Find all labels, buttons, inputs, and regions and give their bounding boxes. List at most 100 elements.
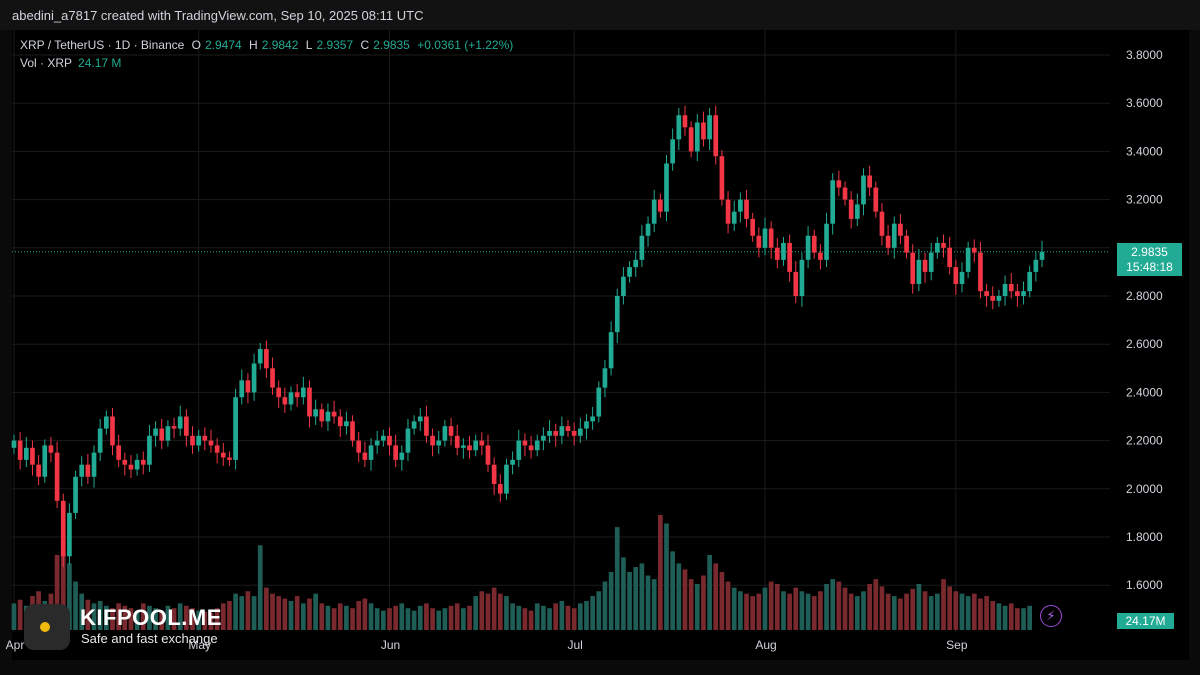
candle-body [202, 435, 208, 441]
candle-body [762, 228, 768, 248]
volume-bar [898, 598, 903, 630]
volume-bar [110, 608, 115, 630]
candle-body [676, 115, 682, 140]
volume-bar [288, 600, 294, 630]
candle-body [300, 387, 306, 398]
candle-body [491, 464, 497, 484]
volume-bar [528, 610, 534, 630]
candle-body [331, 411, 337, 417]
candle-body [682, 115, 688, 128]
y-tick-label: 3.4000 [1126, 144, 1163, 158]
volume-bar [504, 596, 509, 630]
candle-body [110, 416, 115, 446]
volume-bar [873, 579, 879, 630]
volume-bar [781, 591, 786, 630]
volume-bar [473, 596, 479, 630]
volume-bar [190, 608, 195, 630]
candle-body [17, 440, 23, 460]
volume-bar [824, 584, 829, 630]
volume-bar [854, 596, 860, 630]
candle-body [571, 430, 577, 436]
volume-bar [1002, 605, 1008, 630]
volume-bar [485, 593, 491, 630]
candle-body [602, 368, 608, 388]
volume-bar [811, 596, 817, 630]
symbol-label[interactable]: XRP / TetherUS · 1D · Binance [20, 38, 185, 52]
volume-bar [879, 586, 885, 630]
volume-bar [928, 596, 934, 630]
candle-body [307, 387, 312, 417]
brand-name: KIFPOOL.ME [80, 605, 222, 630]
volume-bar [196, 610, 202, 630]
volume-bar [381, 610, 386, 630]
volume-bar [522, 608, 528, 630]
volume-bar [239, 596, 245, 630]
volume-bar [245, 591, 251, 630]
volume-bar [313, 593, 318, 630]
candle-body [356, 440, 362, 453]
volume-bar [233, 593, 238, 630]
y-tick-label: 2.6000 [1126, 337, 1163, 351]
candle-body [233, 397, 238, 460]
volume-bar [147, 605, 152, 630]
candle-body [590, 416, 595, 422]
volume-bar [467, 605, 472, 630]
candle-body [633, 259, 639, 268]
y-tick-label: 2.2000 [1126, 434, 1163, 448]
chart-frame[interactable] [12, 30, 1189, 660]
volume-bar [424, 603, 429, 630]
candle-body [196, 435, 202, 446]
bar-countdown: 15:48:18 [1126, 260, 1173, 274]
candle-body [707, 115, 712, 140]
volume-bar [571, 608, 577, 630]
volume-label[interactable]: Vol · XRP [20, 56, 73, 70]
volume-bar [565, 605, 571, 630]
candle-body [541, 435, 546, 441]
high-label: H [249, 38, 258, 52]
candle-body [42, 445, 48, 477]
volume-bar [399, 603, 405, 630]
volume-bar [159, 610, 165, 630]
candle-body [621, 276, 626, 296]
candle-body [153, 428, 158, 436]
candle-body [891, 223, 897, 248]
candle-body [534, 440, 540, 451]
volume-bar [848, 593, 854, 630]
volume-bar [953, 591, 959, 630]
candle-body [947, 247, 953, 268]
candle-body [73, 476, 78, 513]
candle-body [97, 428, 103, 453]
candle-body [159, 428, 165, 441]
candle-body [177, 416, 183, 429]
brand-logo [24, 604, 70, 650]
volume-bar [645, 575, 651, 630]
candle-body [128, 464, 134, 470]
candle-body [381, 435, 386, 441]
candle-body [190, 435, 195, 446]
volume-bar [454, 603, 460, 630]
candle-body [454, 435, 460, 448]
candle-body [756, 235, 762, 248]
volume-bar [559, 600, 565, 630]
candle-body [614, 296, 620, 333]
candle-body [799, 259, 805, 296]
volume-bar [461, 608, 466, 630]
volume-bar [270, 593, 275, 630]
volume-bar [670, 551, 675, 630]
volume-bar [922, 591, 928, 630]
volume-bar [442, 608, 448, 630]
candle-body [559, 426, 565, 436]
candle-body [854, 204, 860, 219]
candle-body [362, 452, 368, 460]
candle-body [688, 127, 694, 152]
volume-bar [510, 603, 515, 630]
candle-body [350, 421, 355, 441]
candle-body [694, 122, 700, 152]
lightning-icon[interactable]: ⚡ [1040, 605, 1062, 627]
volume-bar [867, 584, 872, 630]
volume-bar [799, 591, 805, 630]
volume-bar [584, 600, 589, 630]
volume-bar [300, 603, 306, 630]
candle-body [399, 452, 405, 460]
